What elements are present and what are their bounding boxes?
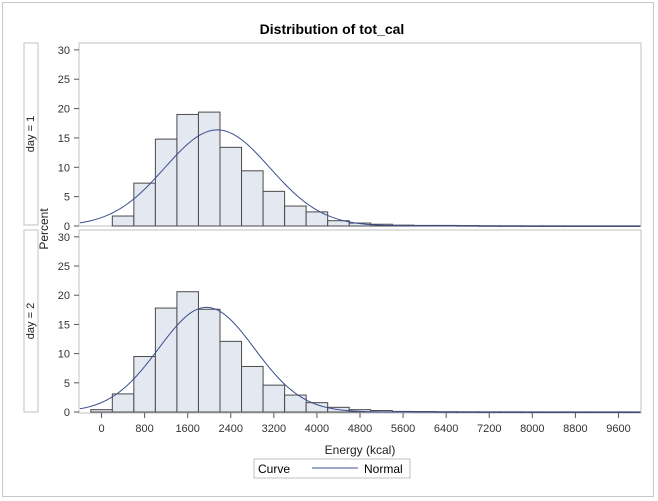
x-tick-label: 2400	[219, 423, 243, 435]
legend-entry-normal: Normal	[364, 462, 403, 476]
histogram-bar	[262, 384, 286, 413]
x-tick-label: 5600	[391, 423, 415, 435]
x-tick-label: 8000	[520, 423, 544, 435]
histogram-bar	[219, 340, 243, 413]
histogram-bar	[176, 113, 199, 227]
y-tick-label: 5	[64, 192, 70, 204]
histogram-bar	[241, 170, 264, 227]
legend-title: Curve	[258, 462, 290, 476]
histogram-bar	[111, 393, 135, 413]
histogram-bar	[111, 215, 135, 227]
y-tick-label: 20	[58, 290, 70, 302]
y-axis-title: Percent	[37, 208, 51, 250]
histogram-bar	[219, 146, 243, 227]
y-tick-label: 5	[64, 378, 70, 390]
strip-label-day-1: day = 1	[25, 116, 37, 152]
x-tick-label: 3200	[262, 423, 286, 435]
histogram-bar	[133, 356, 156, 413]
y-tick-label: 0	[64, 407, 70, 419]
histogram-bar	[262, 190, 286, 227]
y-tick-label: 30	[58, 45, 70, 57]
histogram-bar	[197, 308, 221, 413]
histogram-bar	[154, 138, 178, 227]
x-tick-label: 0	[98, 423, 104, 435]
normal-curve	[79, 306, 640, 413]
x-tick-label: 4000	[305, 423, 329, 435]
histogram-bar	[305, 211, 329, 227]
y-tick-label: 10	[58, 162, 70, 174]
y-tick-label: 30	[58, 232, 70, 244]
y-tick-label: 20	[58, 104, 70, 116]
x-tick-label: 4800	[348, 423, 372, 435]
histogram-bar	[241, 365, 264, 413]
x-tick-label: 800	[135, 423, 153, 435]
y-tick-label: 15	[58, 133, 70, 145]
x-tick-label: 8800	[563, 423, 587, 435]
histogram-bar	[154, 307, 178, 413]
x-tick-label: 7200	[477, 423, 501, 435]
y-tick-label: 0	[64, 221, 70, 233]
chart-title: Distribution of tot_cal	[260, 21, 405, 37]
strip-box-day-1	[23, 42, 39, 226]
x-tick-label: 9600	[606, 423, 630, 435]
histogram-bar	[90, 409, 113, 413]
y-tick-label: 25	[58, 74, 70, 86]
histogram-bar	[284, 205, 307, 227]
strip-box-day-2	[23, 229, 39, 413]
strip-label-day-2: day = 2	[25, 303, 37, 339]
y-tick-label: 15	[58, 319, 70, 331]
x-axis-title: Energy (kcal)	[325, 443, 396, 457]
histogram-bar	[197, 111, 221, 227]
x-tick-label: 6400	[434, 423, 458, 435]
x-tick-label: 1600	[175, 423, 199, 435]
y-tick-label: 10	[58, 349, 70, 361]
y-tick-label: 25	[58, 261, 70, 273]
normal-curve	[79, 129, 640, 227]
